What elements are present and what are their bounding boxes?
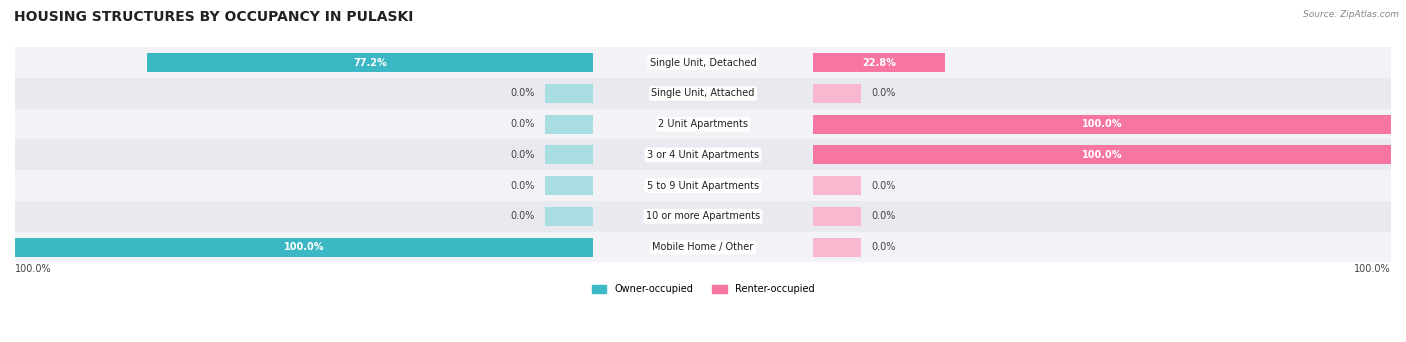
- Text: 0.0%: 0.0%: [872, 181, 896, 190]
- Text: 3 or 4 Unit Apartments: 3 or 4 Unit Apartments: [647, 150, 759, 160]
- Bar: [544, 115, 593, 134]
- Bar: [813, 84, 862, 103]
- Bar: [15, 232, 1391, 262]
- Text: 2 Unit Apartments: 2 Unit Apartments: [658, 119, 748, 129]
- Text: 100.0%: 100.0%: [1081, 119, 1122, 129]
- Text: 5 to 9 Unit Apartments: 5 to 9 Unit Apartments: [647, 181, 759, 190]
- Bar: [813, 176, 862, 195]
- Text: 100.0%: 100.0%: [1081, 150, 1122, 160]
- Bar: [544, 176, 593, 195]
- Bar: [15, 237, 593, 256]
- Text: 10 or more Apartments: 10 or more Apartments: [645, 211, 761, 221]
- Text: 100.0%: 100.0%: [284, 242, 325, 252]
- Bar: [15, 47, 1391, 78]
- Text: Single Unit, Detached: Single Unit, Detached: [650, 58, 756, 68]
- Text: 0.0%: 0.0%: [872, 211, 896, 221]
- Bar: [544, 145, 593, 165]
- Bar: [813, 145, 1391, 165]
- Bar: [544, 207, 593, 226]
- Text: 100.0%: 100.0%: [1354, 264, 1391, 274]
- Text: HOUSING STRUCTURES BY OCCUPANCY IN PULASKI: HOUSING STRUCTURES BY OCCUPANCY IN PULAS…: [14, 10, 413, 24]
- Text: Source: ZipAtlas.com: Source: ZipAtlas.com: [1303, 10, 1399, 19]
- Text: 22.8%: 22.8%: [862, 58, 896, 68]
- Bar: [146, 53, 593, 72]
- Text: 0.0%: 0.0%: [510, 181, 534, 190]
- Bar: [813, 53, 945, 72]
- Text: Mobile Home / Other: Mobile Home / Other: [652, 242, 754, 252]
- Bar: [15, 201, 1391, 232]
- Text: 0.0%: 0.0%: [872, 242, 896, 252]
- Bar: [15, 109, 1391, 140]
- Text: 0.0%: 0.0%: [872, 88, 896, 98]
- Bar: [813, 115, 1391, 134]
- Bar: [813, 237, 862, 256]
- Text: 0.0%: 0.0%: [510, 150, 534, 160]
- Text: 100.0%: 100.0%: [15, 264, 52, 274]
- Bar: [15, 170, 1391, 201]
- Bar: [15, 140, 1391, 170]
- Text: 0.0%: 0.0%: [510, 211, 534, 221]
- Bar: [813, 207, 862, 226]
- Bar: [15, 78, 1391, 109]
- Legend: Owner-occupied, Renter-occupied: Owner-occupied, Renter-occupied: [588, 280, 818, 298]
- Bar: [544, 84, 593, 103]
- Text: 0.0%: 0.0%: [510, 88, 534, 98]
- Text: Single Unit, Attached: Single Unit, Attached: [651, 88, 755, 98]
- Text: 0.0%: 0.0%: [510, 119, 534, 129]
- Text: 77.2%: 77.2%: [353, 58, 387, 68]
